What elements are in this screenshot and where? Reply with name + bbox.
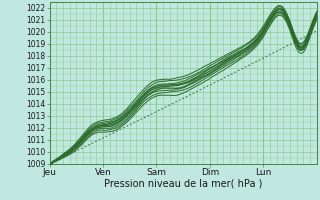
X-axis label: Pression niveau de la mer( hPa ): Pression niveau de la mer( hPa ) xyxy=(104,179,262,189)
